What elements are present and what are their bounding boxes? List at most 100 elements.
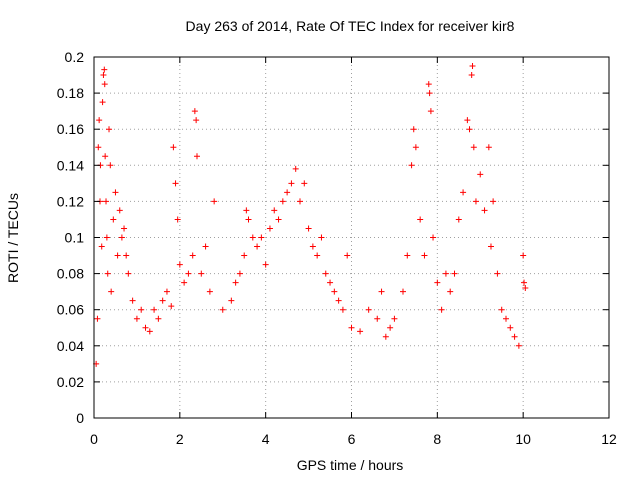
data-point — [101, 66, 108, 73]
data-point — [430, 234, 437, 241]
data-point — [236, 270, 243, 277]
data-points — [93, 63, 529, 367]
data-point — [266, 225, 273, 232]
data-point — [191, 108, 198, 115]
x-tick-label: 10 — [515, 431, 531, 447]
y-tick-label: 0.16 — [57, 121, 84, 137]
data-point — [146, 328, 153, 335]
data-point — [464, 117, 471, 124]
data-point — [421, 252, 428, 259]
data-point — [101, 81, 108, 88]
data-point — [339, 306, 346, 313]
data-point — [521, 279, 528, 286]
data-point — [507, 324, 514, 331]
data-point — [322, 270, 329, 277]
data-point — [485, 144, 492, 151]
x-tick-label: 2 — [176, 431, 184, 447]
chart-title: Day 263 of 2014, Rate Of TEC Index for r… — [186, 18, 515, 34]
y-tick-label: 0 — [76, 410, 84, 426]
data-point — [442, 270, 449, 277]
data-point — [378, 288, 385, 295]
y-tick-label: 0.2 — [65, 49, 85, 65]
data-point — [498, 306, 505, 313]
data-point — [438, 306, 445, 313]
y-tick-label: 0.06 — [57, 302, 84, 318]
data-point — [262, 261, 269, 268]
data-point — [129, 297, 136, 304]
data-point — [487, 243, 494, 250]
data-point — [106, 126, 113, 133]
y-tick-label: 0.12 — [57, 193, 84, 209]
data-point — [494, 270, 501, 277]
x-tick-labels: 0 2 4 6 8 10 12 — [90, 431, 617, 447]
data-point — [125, 270, 132, 277]
data-point — [118, 234, 125, 241]
x-tick-label: 4 — [262, 431, 270, 447]
data-point — [185, 270, 192, 277]
data-point — [99, 99, 106, 106]
data-point — [151, 306, 158, 313]
x-tick-label: 0 — [90, 431, 98, 447]
data-point — [472, 198, 479, 205]
data-point — [365, 306, 372, 313]
data-point — [288, 180, 295, 187]
data-point — [469, 63, 476, 70]
axis-ticks — [93, 56, 610, 419]
data-point — [410, 126, 417, 133]
data-point — [194, 153, 200, 160]
data-point — [511, 333, 518, 340]
data-point — [254, 243, 261, 250]
data-point — [112, 189, 119, 196]
data-point — [297, 198, 303, 205]
data-point — [163, 288, 170, 295]
data-point — [94, 315, 101, 322]
data-point — [241, 252, 248, 259]
data-point — [245, 216, 252, 223]
y-tick-label: 0.04 — [57, 338, 84, 354]
data-point — [95, 144, 102, 151]
data-point — [121, 225, 128, 232]
data-point — [104, 270, 111, 277]
data-point — [102, 153, 109, 160]
data-point — [232, 279, 239, 286]
data-point — [172, 180, 179, 187]
data-point — [279, 198, 286, 205]
data-point — [258, 234, 265, 241]
data-point — [404, 252, 411, 259]
data-point — [387, 324, 394, 331]
data-point — [271, 207, 278, 214]
y-tick-label: 0.1 — [65, 230, 85, 246]
y-tick-label: 0.14 — [57, 157, 84, 173]
data-point — [159, 297, 166, 304]
data-point — [481, 207, 488, 214]
data-point — [331, 288, 338, 295]
data-point — [447, 288, 454, 295]
data-point — [219, 306, 226, 313]
data-point — [318, 234, 325, 241]
data-point — [301, 180, 308, 187]
data-point — [522, 285, 529, 292]
data-point — [468, 72, 475, 79]
data-point — [344, 252, 351, 259]
data-point — [425, 81, 432, 88]
data-point — [193, 117, 200, 124]
data-point — [100, 72, 107, 79]
data-point — [142, 324, 149, 331]
data-point — [305, 225, 312, 232]
data-point — [138, 306, 145, 313]
data-point — [114, 252, 121, 259]
data-point — [417, 216, 424, 223]
data-point — [228, 297, 235, 304]
data-point — [314, 252, 321, 259]
grid-lines — [94, 57, 609, 418]
data-point — [198, 270, 205, 277]
x-axis-label: GPS time / hours — [297, 457, 404, 473]
data-point — [348, 324, 355, 331]
data-point — [515, 342, 522, 349]
y-axis-label: ROTI / TECUs — [5, 193, 21, 283]
data-point — [123, 252, 130, 259]
data-point — [309, 243, 316, 250]
x-tick-label: 12 — [601, 431, 617, 447]
data-point — [520, 252, 527, 259]
data-point — [426, 90, 433, 97]
